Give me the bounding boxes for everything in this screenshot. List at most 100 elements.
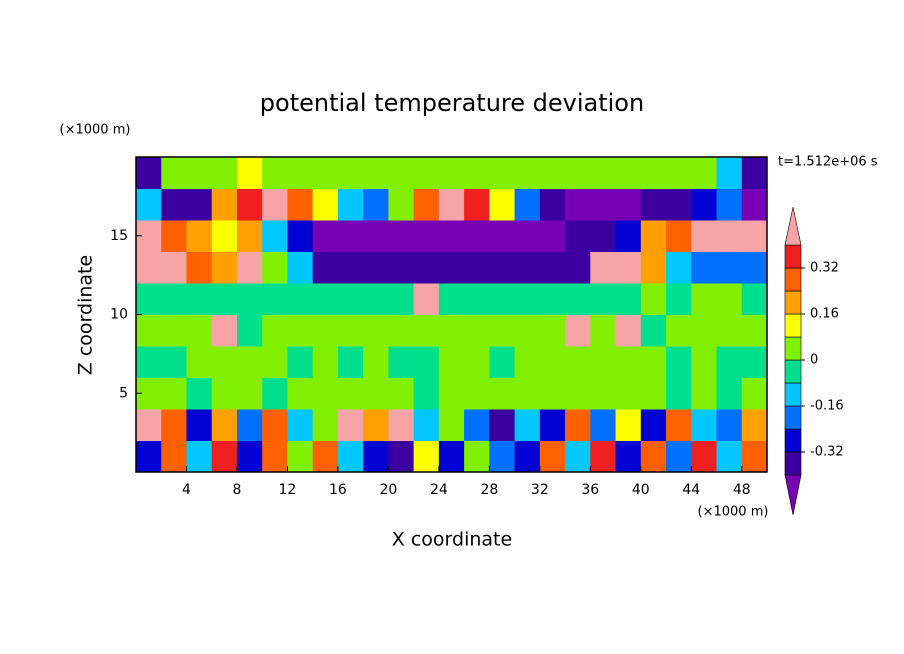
field-cell xyxy=(590,377,617,410)
field-cell xyxy=(186,283,213,315)
field-cell xyxy=(161,283,187,315)
field-cell xyxy=(161,220,187,252)
field-cell xyxy=(464,314,490,347)
field-cell xyxy=(236,377,263,410)
field-cell xyxy=(388,251,415,284)
field-cell xyxy=(287,440,314,473)
field-cell xyxy=(262,346,288,378)
field-cell xyxy=(236,440,263,473)
field-cell xyxy=(640,409,667,441)
field-cell xyxy=(262,314,288,347)
field-cell xyxy=(489,440,516,473)
field-cell xyxy=(388,157,415,189)
field-cell xyxy=(236,251,263,284)
field-cell xyxy=(565,283,591,315)
field-cell xyxy=(615,157,642,189)
field-cell xyxy=(136,409,162,441)
chart-title: potential temperature deviation xyxy=(260,89,644,117)
y-tick-label: 15 xyxy=(110,228,128,244)
field-cell xyxy=(287,188,314,221)
field-cell xyxy=(615,440,642,473)
field-cell xyxy=(716,188,743,221)
field-cell xyxy=(363,346,389,378)
field-cell xyxy=(741,440,768,473)
field-cell xyxy=(640,283,667,315)
colorbar-segment xyxy=(784,382,802,407)
field-cell xyxy=(161,188,187,221)
field-cell xyxy=(438,440,465,473)
colorbar-segment xyxy=(784,428,802,453)
field-cell xyxy=(590,409,617,441)
field-cell xyxy=(464,346,490,378)
field-cell xyxy=(262,409,288,441)
field-cell xyxy=(312,283,339,315)
field-cell xyxy=(211,188,238,221)
field-cell xyxy=(716,283,743,315)
field-cell xyxy=(312,377,339,410)
field-cell xyxy=(186,346,213,378)
field-cell xyxy=(413,314,440,347)
field-cell xyxy=(312,188,339,221)
field-cell xyxy=(615,188,642,221)
field-cell xyxy=(312,220,339,252)
field-cell xyxy=(337,314,364,347)
field-cell xyxy=(539,283,566,315)
field-cell xyxy=(489,346,516,378)
field-cell xyxy=(438,377,465,410)
field-cell xyxy=(236,283,263,315)
field-cell xyxy=(287,251,314,284)
colorbar-top-triangle xyxy=(784,206,802,246)
field-cell xyxy=(640,251,667,284)
field-cell xyxy=(640,346,667,378)
field-cell xyxy=(363,409,389,441)
field-cell xyxy=(666,220,692,252)
field-cell xyxy=(514,409,541,441)
colorbar-tick-label: 0.16 xyxy=(810,307,839,322)
x-tick-label: 32 xyxy=(531,482,549,498)
field-cell xyxy=(363,188,389,221)
field-cell xyxy=(539,251,566,284)
field-cell xyxy=(514,157,541,189)
field-cell xyxy=(262,157,288,189)
field-cell xyxy=(186,188,213,221)
field-cell xyxy=(539,157,566,189)
field-cell xyxy=(438,220,465,252)
field-cell xyxy=(312,409,339,441)
x-tick-label: 12 xyxy=(279,482,297,498)
x-tick-label: 8 xyxy=(232,482,241,498)
field-cell xyxy=(413,157,440,189)
field-cell xyxy=(741,377,768,410)
field-cell xyxy=(337,220,364,252)
field-cell xyxy=(590,220,617,252)
field-cell xyxy=(590,188,617,221)
field-cell xyxy=(539,188,566,221)
field-cell xyxy=(640,440,667,473)
field-cell xyxy=(287,377,314,410)
x-tick-label: 16 xyxy=(329,482,347,498)
field-cell xyxy=(565,220,591,252)
field-cell xyxy=(186,314,213,347)
field-cell xyxy=(716,440,743,473)
field-cell xyxy=(262,377,288,410)
field-cell xyxy=(236,314,263,347)
field-cell xyxy=(741,314,768,347)
field-cell xyxy=(741,409,768,441)
field-cell xyxy=(514,346,541,378)
field-cell xyxy=(136,283,162,315)
field-cell xyxy=(287,409,314,441)
x-tick-label: 20 xyxy=(379,482,397,498)
field-cell xyxy=(337,157,364,189)
y-tick-label: 10 xyxy=(110,307,128,323)
field-cell xyxy=(413,283,440,315)
field-cell xyxy=(590,157,617,189)
field-cell xyxy=(186,220,213,252)
field-cell xyxy=(691,377,718,410)
field-cell xyxy=(691,346,718,378)
field-cell xyxy=(161,157,187,189)
field-cell xyxy=(211,409,238,441)
field-cell xyxy=(741,188,768,221)
field-cell xyxy=(691,314,718,347)
field-cell xyxy=(363,440,389,473)
field-cell xyxy=(514,283,541,315)
field-cell xyxy=(363,220,389,252)
